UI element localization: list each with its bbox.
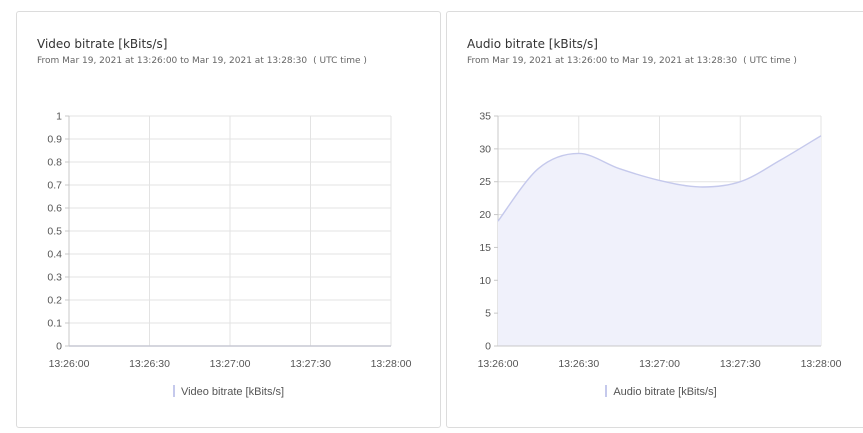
legend-label: Audio bitrate [kBits/s] (613, 386, 717, 398)
chart-legend[interactable]: Audio bitrate [kBits/s] (447, 385, 863, 398)
time-range-text: From Mar 19, 2021 at 13:26:00 to Mar 19,… (37, 56, 308, 66)
chart-title: Audio bitrate [kBits/s] (467, 37, 598, 51)
x-tick-label: 13:27:00 (639, 358, 680, 370)
y-tick-label: 0.4 (47, 249, 62, 261)
y-tick-label: 0.6 (47, 203, 62, 215)
x-tick-label: 13:27:30 (720, 358, 761, 370)
y-tick-label: 25 (479, 176, 491, 188)
timezone-label: ( UTC time ) (313, 56, 367, 66)
y-tick-label: 0 (56, 341, 62, 353)
y-tick-label: 5 (485, 308, 491, 320)
data-point (576, 151, 581, 156)
data-point (778, 158, 783, 163)
chart-title: Video bitrate [kBits/s] (37, 37, 168, 51)
data-point (617, 166, 622, 171)
y-tick-label: 15 (479, 242, 491, 254)
y-tick-label: 0.3 (47, 272, 62, 284)
data-point (657, 178, 662, 183)
x-tick-label: 13:26:30 (129, 358, 170, 370)
legend-swatch (605, 385, 608, 397)
y-tick-label: 0.5 (47, 226, 62, 238)
y-tick-label: 20 (479, 209, 491, 221)
video-bitrate-chart[interactable]: 0 0.1 0.2 0.3 0.4 0.5 0.6 0.7 0.8 0.9 1 13:26:00 13:… (17, 12, 442, 429)
x-tick-label: 13:28:00 (371, 358, 412, 370)
y-tick-label: 30 (479, 143, 491, 155)
chart-time-range: From Mar 19, 2021 at 13:26:00 to Mar 19,… (37, 56, 367, 66)
series-line (497, 135, 822, 222)
y-tick-label: 0.8 (47, 157, 62, 169)
data-point (819, 133, 824, 138)
audio-bitrate-card: Audio bitrate [kBits/s] From Mar 19, 202… (446, 11, 863, 428)
x-tick-label: 13:26:00 (478, 358, 519, 370)
y-tick-label: 0.9 (47, 134, 62, 146)
y-tick-label: 1 (56, 111, 62, 123)
time-range-text: From Mar 19, 2021 at 13:26:00 to Mar 19,… (467, 56, 738, 66)
y-tick-label: 0.2 (47, 295, 62, 307)
data-point (738, 179, 743, 184)
x-tick-label: 13:26:30 (558, 358, 599, 370)
x-tick-label: 13:27:30 (290, 358, 331, 370)
data-point (697, 184, 702, 189)
chart-legend[interactable]: Video bitrate [kBits/s] (17, 385, 440, 398)
legend-swatch (172, 385, 175, 397)
data-point (536, 166, 541, 171)
y-tick-label: 0.7 (47, 180, 62, 192)
video-bitrate-card: Video bitrate [kBits/s] From Mar 19, 202… (16, 11, 441, 428)
x-tick-label: 13:28:00 (801, 358, 842, 370)
x-tick-label: 13:26:00 (49, 358, 90, 370)
chart-time-range: From Mar 19, 2021 at 13:26:00 to Mar 19,… (467, 56, 797, 66)
y-tick-label: 35 (479, 111, 491, 123)
timezone-label: ( UTC time ) (743, 56, 797, 66)
x-tick-label: 13:27:00 (210, 358, 251, 370)
data-point (496, 219, 501, 224)
series-area (498, 135, 821, 346)
y-tick-label: 10 (479, 275, 491, 287)
audio-bitrate-chart[interactable]: 0 5 10 15 20 25 30 35 13:26:00 13:26:30 13:27:00 13… (447, 12, 863, 429)
y-tick-label: 0 (485, 341, 491, 353)
legend-label: Video bitrate [kBits/s] (180, 386, 285, 398)
y-tick-label: 0.1 (47, 318, 62, 330)
